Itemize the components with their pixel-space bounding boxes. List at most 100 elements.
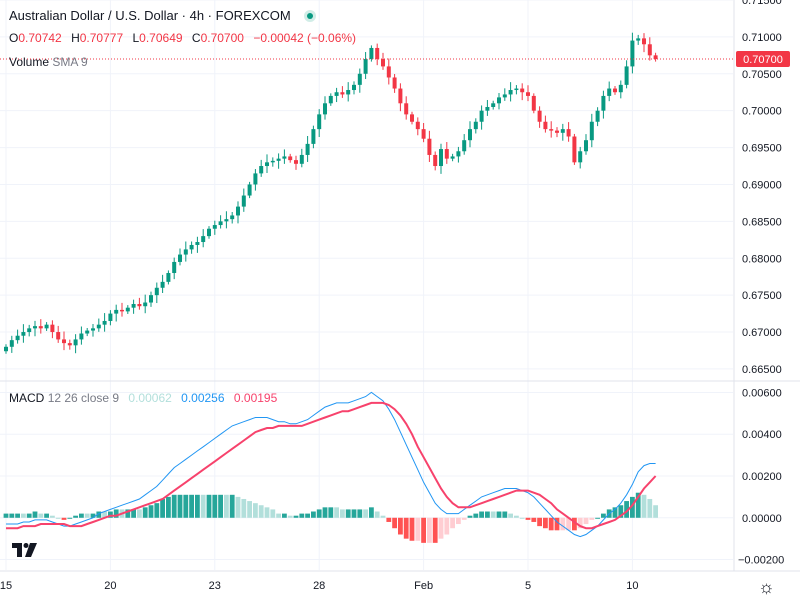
macd-legend[interactable]: MACD 12 26 close 9 0.00062 0.00256 0.001… — [9, 391, 277, 405]
candle-body — [578, 151, 583, 163]
tradingview-logo-icon[interactable] — [10, 540, 40, 560]
candle-body — [589, 121, 594, 141]
macd-histogram-bar — [258, 505, 264, 518]
macd-histogram-bar — [548, 517, 554, 531]
candle-body — [108, 313, 113, 321]
settings-gear-icon[interactable]: ☼ — [758, 577, 775, 597]
candle-body — [114, 309, 119, 314]
volume-legend[interactable]: Volume SMA 9 — [9, 55, 88, 69]
candle-body — [56, 332, 61, 340]
candle-body — [520, 88, 525, 93]
candle-body — [560, 129, 565, 133]
candle-body — [415, 121, 420, 130]
macd-histogram-bar — [218, 494, 223, 518]
macd-histogram-bar — [380, 515, 386, 518]
high-value: 0.70777 — [79, 31, 124, 45]
candle-body — [50, 324, 55, 333]
candle-body — [508, 90, 513, 95]
candle-body — [311, 129, 316, 144]
macd-name: MACD — [9, 391, 45, 405]
candle-body — [201, 236, 206, 243]
macd-histogram-bar — [212, 494, 218, 518]
macd-histogram-bar — [432, 517, 438, 543]
signal-line — [6, 401, 657, 530]
macd-histogram-bar — [264, 507, 270, 518]
candle-body — [299, 154, 304, 164]
candle-body — [224, 219, 229, 222]
macd-histogram-bar — [467, 515, 473, 518]
candle-body — [340, 92, 345, 95]
time-tick-label: 28 — [313, 580, 325, 592]
macd-histogram-bar — [624, 501, 629, 518]
candle-body — [485, 106, 490, 111]
price-tick-label: 0.70500 — [742, 69, 782, 81]
macd-params: 12 26 close 9 — [47, 391, 120, 405]
candle-body — [33, 326, 37, 329]
candle-body — [73, 339, 78, 346]
candle-body — [259, 166, 264, 174]
macd-histogram-bar — [583, 517, 589, 525]
candle-body — [317, 114, 322, 130]
macd-histogram-bar — [653, 505, 658, 518]
price-axis[interactable]: 0.71500 0.71000 0.70500 0.70000 0.69500 0.690… — [0, 0, 790, 592]
macd-histogram-bar — [3, 513, 9, 518]
candle-body — [381, 59, 385, 67]
candle-body — [294, 160, 298, 164]
macd-histogram-bar — [456, 517, 461, 525]
candle-body — [566, 129, 571, 137]
macd-histogram-bar — [328, 507, 334, 518]
symbol-legend[interactable]: Australian Dollar / U.S. Dollar · 4h · F… — [9, 8, 317, 23]
macd-histogram-bar — [357, 509, 363, 518]
macd-histogram-bar — [572, 517, 577, 531]
macd-histogram-bar — [9, 513, 15, 518]
candle-body — [398, 88, 403, 104]
candle-body — [357, 73, 362, 85]
macd-histogram-bar — [55, 517, 61, 519]
price-tick-label: 0.71000 — [742, 32, 782, 44]
candle-body — [624, 66, 629, 85]
candle-body — [473, 121, 478, 130]
macd-histogram-bar — [427, 517, 432, 543]
candle-body — [584, 140, 588, 152]
candle-body — [427, 138, 432, 155]
macd-histogram-bar — [409, 517, 415, 541]
macd-histogram-bar — [305, 513, 310, 518]
candle-body — [404, 103, 409, 115]
macd-histogram-bar — [345, 509, 351, 518]
candle-body — [479, 110, 484, 122]
macd-histogram-bar — [148, 505, 154, 518]
macd-histogram-bar — [50, 515, 55, 518]
candle-body — [595, 110, 600, 122]
macd-histogram-bar — [485, 511, 490, 518]
candle-body — [282, 156, 287, 159]
macd-histogram-bar — [514, 515, 519, 518]
candle-body — [433, 154, 438, 167]
candle-body — [613, 88, 617, 93]
macd-tick-label: 0.00200 — [742, 471, 782, 483]
macd-line-value: 0.00256 — [181, 391, 225, 405]
macd-histogram-bar — [641, 494, 647, 518]
symbol-title[interactable]: Australian Dollar / U.S. Dollar · 4h · F… — [9, 8, 291, 23]
candle-body — [241, 195, 246, 207]
macd-histogram-bar — [195, 494, 200, 518]
low-label: L — [132, 31, 140, 45]
candle-body — [85, 330, 90, 334]
candle-body — [96, 324, 101, 329]
price-tick-label: 0.70000 — [742, 106, 782, 118]
macd-lines — [6, 391, 657, 538]
candle-body — [230, 215, 235, 220]
macd-histogram-bar — [32, 511, 38, 518]
macd-histogram-bar — [392, 517, 397, 529]
macd-histogram-bar — [73, 515, 78, 518]
macd-histogram-bar — [479, 511, 484, 518]
macd-histogram-bar — [154, 503, 160, 518]
macd-histogram-bar — [113, 509, 119, 518]
macd-histogram-bar — [490, 511, 496, 518]
time-tick-label: 20 — [104, 580, 116, 592]
candle-body — [363, 59, 368, 74]
macd-hist-value: 0.00062 — [128, 391, 172, 405]
macd-histogram-bar — [461, 517, 467, 520]
macd-histogram-bar — [38, 513, 44, 518]
candle-body — [537, 110, 542, 122]
